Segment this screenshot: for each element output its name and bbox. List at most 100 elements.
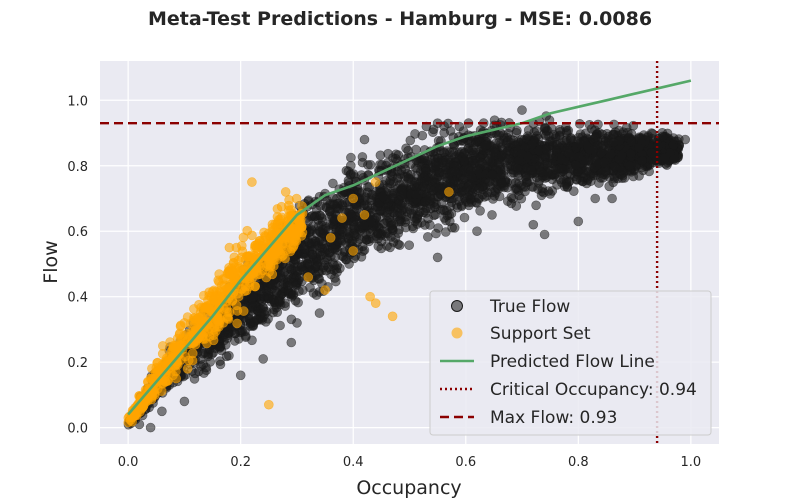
support-set-point [325,233,336,243]
true-flow-point [179,396,190,407]
true-flow-point [390,153,401,164]
legend-item-max-flow: Max Flow: 0.93 [440,408,617,428]
true-flow-point [198,348,208,359]
true-flow-point [417,130,428,141]
true-flow-point [497,178,507,188]
support-set-point [272,204,283,214]
x-axis-title: Occupancy [356,477,461,499]
true-flow-point [474,183,485,194]
y-axis-title: Flow [40,240,62,283]
true-flow-point [311,290,322,300]
true-flow-point [669,154,679,164]
true-flow-point [330,276,341,287]
legend-label-critical-occupancy: Critical Occupancy: 0.94 [490,380,697,400]
true-flow-point [487,169,498,180]
true-flow-point [323,262,334,272]
x-tick-label: 1.0 [681,455,702,470]
true-flow-point [410,189,420,200]
support-set-point [348,193,359,204]
support-set-point [320,285,330,295]
true-flow-point [396,190,407,201]
true-flow-point [263,293,274,304]
plot-content [100,61,719,444]
x-tick-label: 0.0 [118,455,139,470]
support-set-point [444,187,454,197]
legend-item-true-flow: True Flow [451,297,570,317]
true-flow-point [464,200,474,211]
support-set-point [370,177,381,187]
true-flow-point [446,208,457,219]
true-flow-point [241,332,251,343]
x-tick-label: 0.4 [343,455,364,470]
true-flow-point [585,176,596,186]
true-flow-point [539,229,550,240]
true-flow-point [413,179,423,190]
y-axis-ticks: 0.0 0.2 0.4 0.6 0.8 1.0 [67,94,88,436]
support-set-point [263,399,274,410]
legend-marker-support-set [451,327,463,339]
true-flow-point [410,204,421,214]
support-set-point [303,272,314,282]
support-set-point [216,291,226,302]
true-flow-point [528,219,539,230]
legend-box [429,290,712,436]
true-flow-point [293,297,303,308]
true-flow-point [503,136,513,146]
y-tick-label: 0.6 [67,225,88,240]
support-set-point [250,281,260,292]
support-set-point [226,263,237,274]
true-flow-point [404,240,415,250]
true-flow-point [477,158,488,169]
true-flow-point [573,152,584,162]
true-flow-point [420,205,431,216]
true-flow-point [644,166,655,177]
true-flow-point [508,193,518,204]
true-flow-point [633,142,644,153]
true-flow-point [335,234,346,245]
support-set-point [387,311,398,322]
true-flow-point [288,289,299,299]
true-flow-point [624,160,635,171]
true-flow-point [258,302,269,313]
true-flow-point [375,150,386,161]
x-axis-ticks: 0.0 0.2 0.4 0.6 0.8 1.0 [118,455,701,470]
true-flow-point [145,422,156,433]
legend: True Flow Support Set Predicted Flow Lin… [429,290,712,436]
true-flow-point [465,166,476,176]
true-flow-point [448,150,459,160]
support-set-point [348,246,359,256]
true-flow-point [426,185,437,196]
true-flow-point [571,175,582,185]
support-set-point [182,363,193,374]
true-flow-point [614,125,624,136]
true-flow-point [459,148,469,159]
true-flow-point [313,273,324,284]
true-flow-point [526,165,536,175]
true-flow-point [275,320,285,331]
support-set-point [222,311,233,322]
true-flow-point [328,199,338,209]
true-flow-point [537,183,548,194]
true-flow-point [366,217,376,227]
true-flow-point [452,202,463,213]
true-flow-point [435,189,446,199]
support-set-point [171,366,181,377]
true-flow-point [292,318,302,328]
true-flow-point [288,278,298,288]
true-flow-point [445,126,456,136]
true-flow-point [547,137,558,147]
legend-item-critical-occupancy: Critical Occupancy: 0.94 [440,380,697,400]
true-flow-point [346,152,356,163]
true-flow-point [599,157,609,168]
true-flow-point [563,148,574,158]
true-flow-point [432,174,442,184]
support-set-point [149,388,160,399]
true-flow-point [440,227,451,237]
support-set-point [250,240,261,251]
predicted-flow-line [127,79,692,416]
true-flow-point [657,131,668,142]
legend-item-predicted-flow-line: Predicted Flow Line [440,352,655,372]
true-flow-point [541,144,552,155]
true-flow-point [680,134,691,145]
